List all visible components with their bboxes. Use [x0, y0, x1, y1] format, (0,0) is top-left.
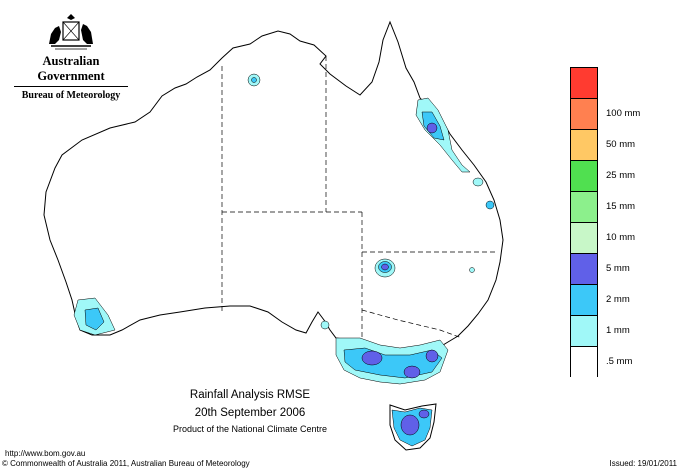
state-borders [221, 56, 498, 340]
legend-swatch [571, 285, 597, 316]
legend-label: 5 mm [606, 262, 630, 274]
legend-swatch [571, 130, 597, 161]
legend-label: 1 mm [606, 324, 630, 336]
copyright-notice: © Commonwealth of Australia 2011, Austra… [2, 459, 250, 468]
bom-url-link[interactable]: http://www.bom.gov.au [5, 449, 86, 458]
legend-swatch [571, 192, 597, 223]
legend-swatch [571, 223, 597, 254]
legend-label: 10 mm [606, 231, 636, 243]
legend-label: 25 mm [606, 169, 636, 181]
rainfall-regions [73, 73, 495, 447]
bureau-name: Bureau of Meteorology [21, 90, 121, 101]
logo-divider [14, 86, 128, 87]
legend-label: 2 mm [606, 293, 630, 305]
coat-of-arms-icon [49, 14, 93, 50]
issued-date: Issued: 19/01/2011 [609, 459, 677, 468]
legend-swatch [571, 254, 597, 285]
legend-swatch [571, 347, 597, 378]
legend-label: 50 mm [606, 138, 636, 150]
legend-swatch [571, 99, 597, 130]
legend-label: 15 mm [606, 200, 636, 212]
legend-label: .5 mm [606, 355, 633, 367]
legend-swatch [571, 161, 597, 192]
legend-label: 100 mm [606, 107, 641, 119]
australian-government-logo: Australian Government Bureau of Meteorol… [10, 10, 132, 102]
government-name: Australian Government [37, 54, 105, 83]
legend-color-bar [570, 67, 598, 378]
map-product: Product of the National Climate Centre [172, 424, 328, 434]
legend-swatch [571, 68, 597, 99]
legend-swatch [571, 316, 597, 347]
map-title: Rainfall Analysis RMSE [189, 389, 311, 401]
map-date: 20th September 2006 [194, 407, 306, 419]
